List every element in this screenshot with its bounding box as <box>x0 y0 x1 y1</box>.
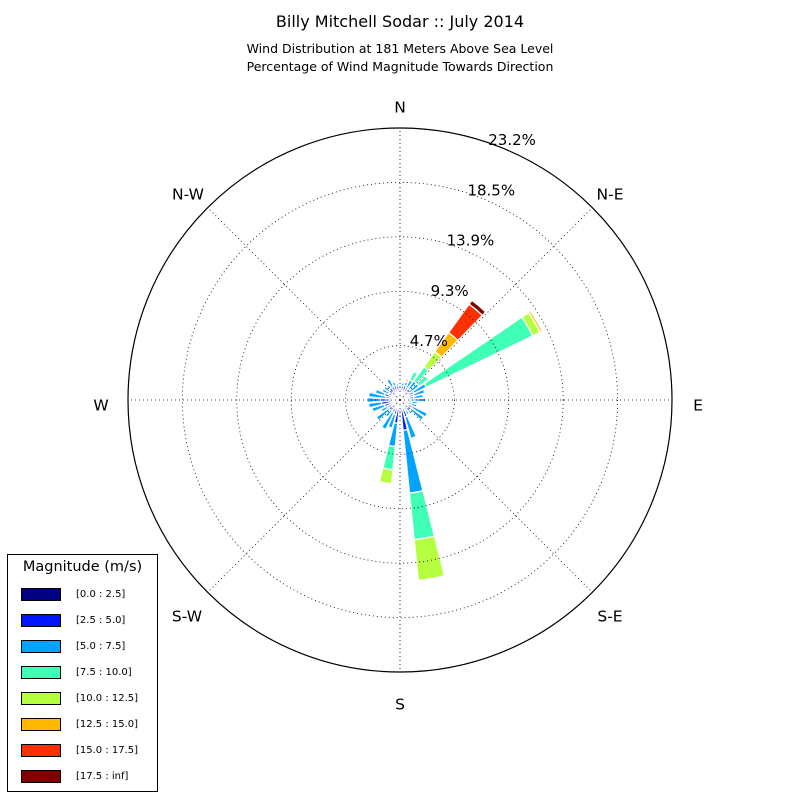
legend-swatch <box>21 770 61 783</box>
wind-bar-segment <box>375 407 391 422</box>
wind-bar-segment <box>527 310 544 334</box>
legend-swatch <box>21 640 61 653</box>
wind-rose-bars <box>366 299 544 582</box>
legend-label: [12.5 : 15.0] <box>76 719 139 730</box>
legend-swatch <box>21 744 61 757</box>
direction-label: N-W <box>172 186 204 204</box>
wind-bar-segment <box>367 391 388 400</box>
chart-subtitle-line-1: Wind Distribution at 181 Meters Above Se… <box>246 41 554 56</box>
chart-title: Billy Mitchell Sodar :: July 2014 <box>275 12 525 31</box>
wind-bar-segment <box>413 535 446 582</box>
wind-bar-segment <box>412 393 424 400</box>
chart-legend: Magnitude (m/s) [0.0 : 2.5] [2.5 : 5.0] [5… <box>7 554 158 792</box>
wind-bar-segment <box>366 396 381 404</box>
legend-swatch <box>21 692 61 705</box>
wind-bar-segment <box>410 405 429 418</box>
direction-label: S <box>395 696 405 714</box>
polar-grid <box>127 127 673 673</box>
wind-bar-segment <box>380 410 395 431</box>
polar-grid-spoke <box>207 207 401 401</box>
wind-bar-segment <box>408 489 436 541</box>
wind-bar-segment <box>374 388 386 397</box>
polar-grid-spoke <box>207 399 401 593</box>
radial-tick-label: 23.2% <box>488 131 536 149</box>
legend-label: [5.0 : 7.5] <box>76 641 126 652</box>
wind-bar-segment <box>408 370 419 383</box>
legend-label: [17.5 : inf] <box>76 771 129 782</box>
wind-bar-segment <box>468 299 487 317</box>
radial-tick-label: 9.3% <box>431 282 469 300</box>
radial-tick-label: 13.9% <box>447 232 495 250</box>
polar-outer-ring <box>127 127 673 673</box>
polar-grid-ring <box>345 345 455 455</box>
wind-bar-segment <box>409 407 425 422</box>
wind-bar-segment <box>371 403 386 413</box>
legend-swatch <box>21 718 61 731</box>
legend-swatch <box>21 588 61 601</box>
polar-grid-ring <box>236 236 564 564</box>
radial-tick-label: 4.7% <box>410 332 448 350</box>
legend-label: [15.0 : 17.5] <box>76 745 139 756</box>
direction-label: S-E <box>597 608 622 626</box>
wind-bar-segment <box>405 376 411 381</box>
wind-bar-segment <box>382 385 391 393</box>
direction-label: E <box>693 397 703 415</box>
legend-label: [7.5 : 10.0] <box>76 667 132 678</box>
legend-title: Magnitude (m/s) <box>22 559 143 575</box>
polar-labels: N N-E E S-E S S-W W N-W 4.7% 9.3% 13.9% 18.5% 23.2% <box>93 99 703 714</box>
direction-label: N-E <box>597 186 624 204</box>
direction-label: N <box>394 99 406 117</box>
legend-label: [2.5 : 5.0] <box>76 615 126 626</box>
wind-bar-segment <box>407 409 414 416</box>
polar-grid-spoke <box>399 207 593 401</box>
legend-swatch <box>21 666 61 679</box>
wind-bar-segment <box>411 388 426 397</box>
legend-swatch <box>21 614 61 627</box>
legend-label: [0.0 : 2.5] <box>76 589 126 600</box>
wind-bar-segment <box>391 381 397 387</box>
wind-bar-segment <box>381 444 396 471</box>
wind-bar-segment <box>385 378 395 389</box>
wind-bar-segment <box>402 428 424 494</box>
legend-label: [10.0 : 12.5] <box>76 693 139 704</box>
wind-bar-segment <box>387 413 397 429</box>
wind-bar-segment <box>378 467 394 485</box>
direction-label: S-W <box>172 608 202 626</box>
direction-label: W <box>93 397 108 415</box>
wind-bar-segment <box>401 380 406 384</box>
polar-grid-ring <box>181 181 619 619</box>
radial-tick-label: 18.5% <box>467 181 515 199</box>
polar-grid-spoke <box>399 399 593 593</box>
wind-bar-segment <box>395 382 400 388</box>
chart-subtitle-line-2: Percentage of Wind Magnitude Towards Dir… <box>246 59 554 74</box>
wind-bar-segment <box>367 401 383 409</box>
wind-bar-segment <box>415 374 430 388</box>
wind-bar-segment <box>403 415 418 440</box>
